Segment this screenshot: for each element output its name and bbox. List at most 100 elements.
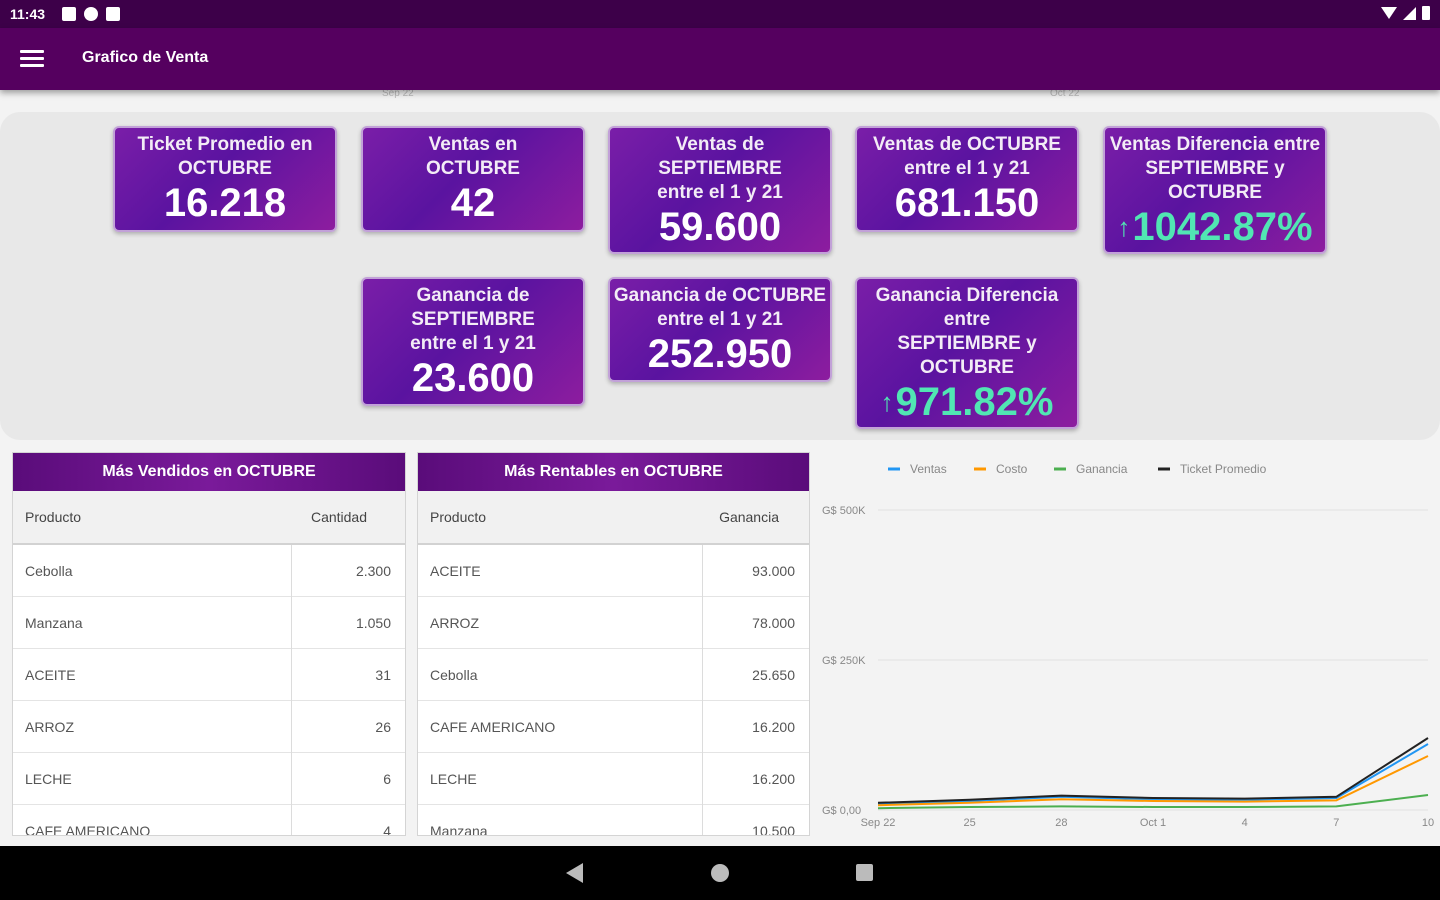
kpi-value-text: 681.150	[894, 181, 1040, 225]
app-bar: Grafico de Venta	[0, 28, 1440, 90]
table-row[interactable]: CAFE AMERICANO 4	[13, 805, 405, 836]
notification-icon	[106, 7, 120, 21]
kpi-label: Ticket Promedio en	[137, 134, 313, 155]
product-value: 2.300	[355, 562, 391, 579]
product-value: 16.200	[752, 718, 795, 735]
product-name: ARROZ	[430, 614, 479, 631]
most-profitable-table: Más Rentables en OCTUBRE Producto Gananc…	[417, 452, 810, 836]
kpi-value: ↑1042.87%	[1105, 205, 1325, 249]
legend-label: Ventas	[910, 462, 947, 476]
kpi-card: Ventas de SEPTIEMBRE entre el 1 y 21 59.600	[608, 126, 832, 254]
arrow-up-icon: ↑	[880, 387, 894, 417]
kpi-label: Ventas en	[428, 134, 518, 155]
product-name: LECHE	[430, 770, 477, 787]
column-header[interactable]: Producto	[430, 509, 487, 525]
menu-icon[interactable]	[20, 50, 44, 68]
table-header: Producto Ganancia	[418, 491, 809, 545]
x-tick-label: Sep 22	[861, 817, 896, 829]
ghost-axis-label: Sep 22	[382, 88, 414, 99]
column-header[interactable]: Cantidad	[310, 509, 367, 525]
product-value: 93.000	[752, 562, 795, 579]
kpi-label: Ventas Diferencia entre	[1109, 134, 1321, 155]
table-row[interactable]: ACEITE 31	[13, 649, 405, 701]
kpi-label: OCTUBRE	[426, 158, 520, 179]
signal-icon	[1403, 6, 1416, 20]
product-value: 31	[375, 666, 391, 683]
product-value: 1.050	[355, 614, 391, 631]
kpi-label: SEPTIEMBRE	[658, 158, 782, 179]
table-row[interactable]: Manzana 10.500	[418, 805, 809, 836]
product-name: CAFE AMERICANO	[25, 822, 151, 836]
product-name: Cebolla	[430, 666, 478, 683]
kpi-value-text: 16.218	[163, 181, 287, 225]
x-tick-label: Oct 1	[1140, 817, 1166, 829]
column-header[interactable]: Producto	[25, 509, 82, 525]
kpi-label: Ganancia de	[416, 285, 530, 306]
kpi-card: Ventas de OCTUBRE entre el 1 y 21 681.150	[855, 126, 1079, 232]
kpi-label: Ganancia de OCTUBRE	[613, 285, 827, 306]
column-header[interactable]: Ganancia	[719, 509, 779, 525]
kpi-card: Ventas Diferencia entre SEPTIEMBRE y OCTUB…	[1103, 126, 1327, 254]
kpi-value-text: 42	[450, 181, 496, 225]
kpi-label: SEPTIEMBRE	[411, 309, 535, 330]
kpi-label: entre el 1 y 21	[904, 158, 1030, 179]
x-tick-label: 28	[1055, 817, 1067, 829]
status-time: 11:43	[10, 6, 46, 22]
kpi-value: 59.600	[610, 205, 830, 249]
table-row[interactable]: CAFE AMERICANO 16.200	[418, 701, 809, 753]
kpi-card: Ganancia Diferencia entre SEPTIEMBRE y OCTU…	[855, 277, 1079, 429]
kpi-value-text: 59.600	[658, 205, 782, 249]
notification-icon	[62, 7, 76, 21]
arrow-up-icon: ↑	[1117, 212, 1131, 242]
system-icons	[1381, 6, 1430, 20]
product-name: Manzana	[430, 822, 488, 836]
table-row[interactable]: LECHE 6	[13, 753, 405, 805]
recent-apps-icon[interactable]	[856, 864, 873, 881]
kpi-label: SEPTIEMBRE y	[1145, 158, 1285, 179]
table-row[interactable]: ARROZ 26	[13, 701, 405, 753]
table-row[interactable]: Cebolla 25.650	[418, 649, 809, 701]
navigation-bar	[0, 846, 1440, 900]
product-name: Manzana	[25, 614, 83, 631]
sales-chart: G$ 0,00 G$ 250K G$ 500K Sep 22 25 28 Oct 1 4 7 10…	[812, 452, 1440, 840]
product-name: CAFE AMERICANO	[430, 718, 556, 735]
kpi-card: Ventas en OCTUBRE 42	[361, 126, 585, 232]
product-value: 10.500	[752, 822, 795, 836]
x-tick-label: 10	[1422, 817, 1434, 829]
product-value: 26	[375, 718, 391, 735]
product-value: 4	[383, 822, 391, 836]
table-row[interactable]: Manzana 1.050	[13, 597, 405, 649]
series-line-0	[877, 743, 1429, 805]
table-row[interactable]: ARROZ 78.000	[418, 597, 809, 649]
kpi-label: Ventas de OCTUBRE	[873, 134, 1061, 155]
wifi-icon	[1381, 7, 1397, 19]
series-line-1	[877, 755, 1429, 807]
kpi-label: SEPTIEMBRE y	[897, 333, 1037, 354]
page-title: Grafico de Venta	[82, 49, 209, 66]
table-header: Producto Cantidad	[13, 491, 405, 545]
table-row[interactable]: LECHE 16.200	[418, 753, 809, 805]
table-row[interactable]: ACEITE 93.000	[418, 545, 809, 597]
column-divider	[291, 545, 292, 835]
kpi-value: 42	[363, 181, 583, 225]
battery-icon	[1422, 6, 1430, 20]
table-rows: Cebolla 2.300 Manzana 1.050 ACEITE 31 ARROZ 26 L…	[13, 545, 405, 836]
kpi-label: entre el 1 y 21	[657, 182, 783, 203]
product-name: Cebolla	[25, 562, 73, 579]
product-name: ARROZ	[25, 718, 74, 735]
kpi-label: entre el 1 y 21	[657, 309, 783, 330]
back-icon[interactable]	[566, 863, 583, 883]
home-icon[interactable]	[711, 864, 729, 882]
kpi-label: OCTUBRE	[920, 357, 1014, 378]
x-tick-label: 7	[1333, 817, 1339, 829]
product-value: 6	[383, 770, 391, 787]
table-row[interactable]: Cebolla 2.300	[13, 545, 405, 597]
series-line-2	[877, 794, 1429, 810]
kpi-label: OCTUBRE	[178, 158, 272, 179]
kpi-value: ↑971.82%	[857, 380, 1077, 424]
ghost-axis-label: Oct 22	[1050, 88, 1080, 99]
product-name: LECHE	[25, 770, 72, 787]
kpi-value: 252.950	[610, 332, 830, 376]
kpi-value: 23.600	[363, 356, 583, 400]
legend-label: Ticket Promedio	[1180, 462, 1267, 476]
